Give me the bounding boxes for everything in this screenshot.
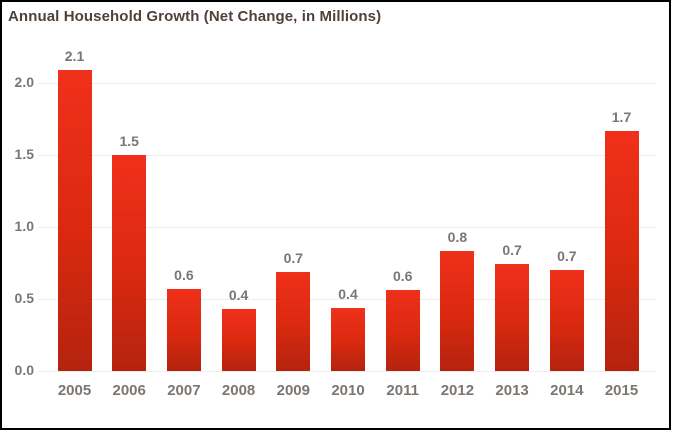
bar-value-label: 0.7 (557, 248, 577, 265)
bar (276, 271, 311, 371)
bar-value-label: 0.8 (447, 229, 468, 246)
x-tick-label: 2011 (386, 382, 419, 399)
bar (57, 70, 92, 371)
x-tick-label: 2012 (440, 382, 475, 399)
x-tick-label: 2010 (331, 382, 365, 399)
bar (440, 251, 475, 371)
y-tick-label: 2.0 (14, 74, 34, 90)
y-tick-label: 1.0 (14, 218, 34, 234)
bar (166, 288, 201, 371)
bar (331, 307, 365, 371)
x-tick-label: 2007 (167, 382, 201, 399)
y-tick-label: 1.5 (14, 146, 34, 162)
bar-value-label: 0.4 (228, 287, 249, 304)
x-tick-label: 2006 (112, 382, 146, 399)
x-tick-label: 2013 (495, 382, 529, 399)
bar (112, 155, 147, 371)
y-tick-label: 0.5 (14, 290, 34, 306)
x-tick-label: 2009 (276, 382, 310, 399)
bar (221, 309, 256, 371)
bar (549, 270, 584, 371)
bar (495, 264, 530, 371)
x-tick-label: 2008 (221, 382, 256, 399)
bar-value-label: 1.7 (611, 108, 632, 125)
gridline (38, 370, 656, 372)
bar (604, 130, 639, 371)
gridline (38, 298, 656, 300)
gridline (38, 226, 656, 228)
bar-value-label: 2.1 (64, 48, 85, 65)
gridline (38, 154, 656, 156)
bar (385, 290, 420, 371)
bar-value-label: 0.7 (283, 249, 304, 266)
bar-value-label: 0.4 (338, 285, 358, 302)
chart-title: Annual Household Growth (Net Change, in … (8, 8, 382, 25)
bar-value-label: 1.5 (119, 133, 139, 149)
bar-value-label: 0.6 (174, 266, 194, 283)
bar-value-label: 0.6 (392, 268, 413, 285)
x-tick-label: 2005 (57, 382, 92, 399)
gridline (38, 82, 656, 84)
bar-value-label: 0.7 (502, 242, 522, 259)
y-tick-label: 0.0 (14, 362, 34, 378)
x-tick-label: 2014 (550, 382, 584, 399)
x-tick-label: 2015 (604, 382, 639, 399)
